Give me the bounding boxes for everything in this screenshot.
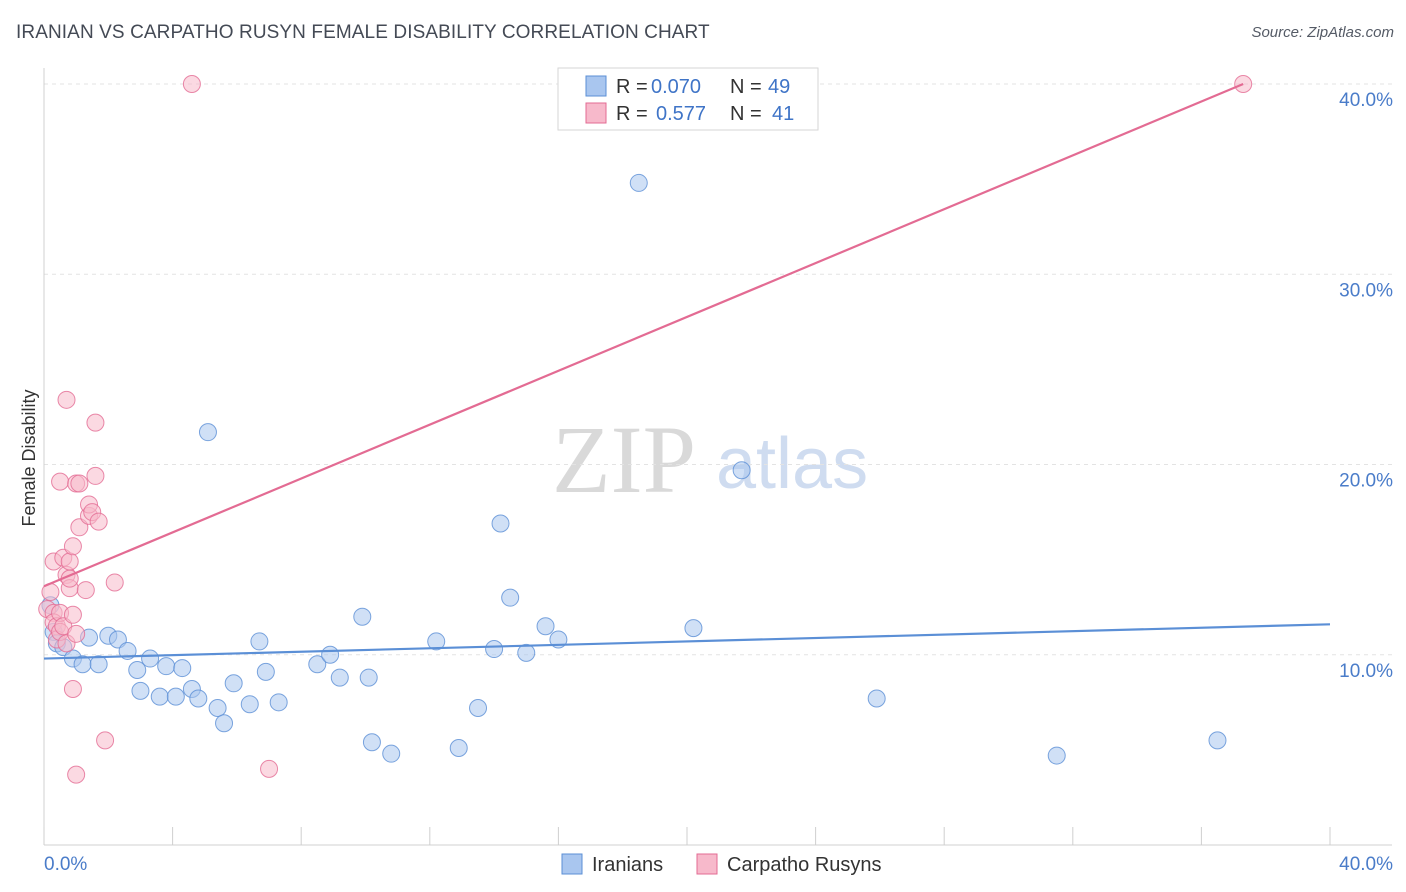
point-iranians-44	[629, 173, 648, 192]
point-iranians-49	[1208, 731, 1227, 750]
point-iranians-27	[269, 693, 288, 712]
point-iranians-32	[359, 668, 378, 687]
point-iranians-14	[150, 687, 169, 706]
point-iranians-11	[128, 660, 147, 679]
point-iranians-39	[491, 514, 510, 533]
point-iranians-21	[208, 699, 227, 718]
legend-r-label-2: R =	[616, 103, 648, 125]
legend-r-label-1: R =	[616, 76, 648, 98]
y-tick-label-30: 30.0%	[1339, 280, 1393, 301]
point-iranians-45	[684, 619, 703, 638]
legend-swatch-carpatho-rusyns	[585, 102, 607, 124]
point-carpatho-rusyns-25	[76, 581, 95, 600]
point-iranians-38	[485, 640, 504, 659]
point-iranians-22	[215, 714, 234, 733]
legend-bottom-label-carpatho-rusyns: Carpatho Rusyns	[727, 854, 882, 876]
point-carpatho-rusyns-29	[86, 413, 105, 432]
point-iranians-13	[141, 649, 160, 668]
legend-r-value-2: 0.577	[656, 103, 706, 125]
point-iranians-29	[321, 645, 340, 664]
legend-n-label-2: N =	[730, 103, 762, 125]
point-carpatho-rusyns-19	[63, 679, 82, 698]
trend-lines	[43, 82, 1331, 660]
legend-n-label-1: N =	[730, 76, 762, 98]
point-carpatho-rusyns-30	[86, 466, 105, 485]
legend-stats: R = 0.070 N = 49 R = 0.577 N = 41	[557, 67, 819, 131]
point-carpatho-rusyns-34	[67, 765, 86, 784]
point-iranians-23	[224, 674, 243, 693]
point-iranians-46	[732, 461, 751, 480]
y-tick-label-10: 10.0%	[1339, 661, 1393, 682]
point-iranians-28	[308, 655, 327, 674]
point-carpatho-rusyns-35	[182, 75, 201, 93]
point-carpatho-rusyns-36	[260, 759, 279, 778]
legend-bottom-label-iranians: Iranians	[592, 854, 663, 876]
point-iranians-47	[867, 689, 886, 708]
point-iranians-31	[353, 607, 372, 626]
y-tick-label-20: 20.0%	[1339, 471, 1393, 492]
point-iranians-17	[173, 659, 192, 678]
point-iranians-7	[89, 655, 108, 674]
y-tick-label-40: 40.0%	[1339, 90, 1393, 111]
point-iranians-36	[449, 738, 468, 757]
watermark-zip: ZIP	[552, 406, 696, 513]
legend-bottom-swatch-carpatho-rusyns	[696, 853, 718, 875]
point-iranians-26	[256, 662, 275, 681]
point-iranians-41	[517, 643, 536, 662]
point-iranians-15	[157, 657, 176, 676]
point-carpatho-rusyns-14	[57, 390, 76, 409]
point-iranians-40	[501, 588, 520, 607]
point-iranians-20	[198, 423, 217, 442]
y-tick-labels: 10.0% 20.0% 30.0% 40.0%	[1339, 90, 1393, 682]
legend-n-value-2: 41	[772, 103, 794, 125]
legend-series: Iranians Carpatho Rusyns	[561, 853, 882, 876]
trend-line-carpatho-rusyns	[43, 82, 1244, 588]
point-iranians-19	[189, 689, 208, 708]
point-iranians-16	[166, 687, 185, 706]
legend-n-value-1: 49	[768, 76, 790, 98]
axes	[43, 68, 1392, 846]
x-tick-label-min: 0.0%	[44, 854, 87, 875]
y-axis-title: Female Disability	[19, 389, 39, 526]
chart-title: IRANIAN VS CARPATHO RUSYN FEMALE DISABIL…	[16, 22, 710, 43]
point-iranians-12	[131, 681, 150, 700]
point-carpatho-rusyns-18	[63, 537, 82, 556]
point-carpatho-rusyns-20	[63, 605, 82, 624]
point-iranians-42	[536, 617, 555, 636]
watermark: ZIP atlas	[552, 406, 868, 513]
legend-swatch-iranians	[585, 75, 607, 97]
point-carpatho-rusyns-33	[105, 573, 124, 592]
point-iranians-30	[330, 668, 349, 687]
point-iranians-25	[250, 632, 269, 651]
point-iranians-34	[382, 744, 401, 763]
legend-r-value-1: 0.070	[651, 76, 701, 98]
point-carpatho-rusyns-17	[60, 552, 79, 571]
point-iranians-33	[362, 733, 381, 752]
chart-source: Source: ZipAtlas.com	[1251, 24, 1394, 41]
point-iranians-48	[1047, 746, 1066, 765]
point-carpatho-rusyns-21	[67, 624, 86, 643]
point-iranians-35	[427, 632, 446, 651]
point-carpatho-rusyns-23	[70, 474, 89, 493]
point-carpatho-rusyns-9	[51, 472, 70, 491]
point-carpatho-rusyns-32	[96, 731, 115, 750]
legend-bottom-swatch-iranians	[561, 853, 583, 875]
point-carpatho-rusyns-31	[89, 512, 108, 531]
gridlines	[44, 83, 1392, 656]
trend-line-iranians	[43, 623, 1331, 660]
data-points	[38, 75, 1253, 784]
x-tick-label-max: 40.0%	[1339, 854, 1393, 875]
point-iranians-24	[240, 695, 259, 714]
point-iranians-37	[469, 699, 488, 718]
